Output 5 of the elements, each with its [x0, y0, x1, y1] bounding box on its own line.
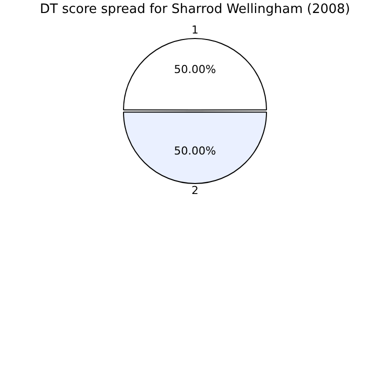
data-label: 50.00% [174, 144, 216, 158]
slice-label: 2 [192, 184, 198, 198]
slice-label: 1 [192, 23, 198, 36]
data-label: 50.00% [174, 62, 216, 76]
chart-title: DT score spread for Sharrod Wellingham (2008) [40, 2, 350, 17]
